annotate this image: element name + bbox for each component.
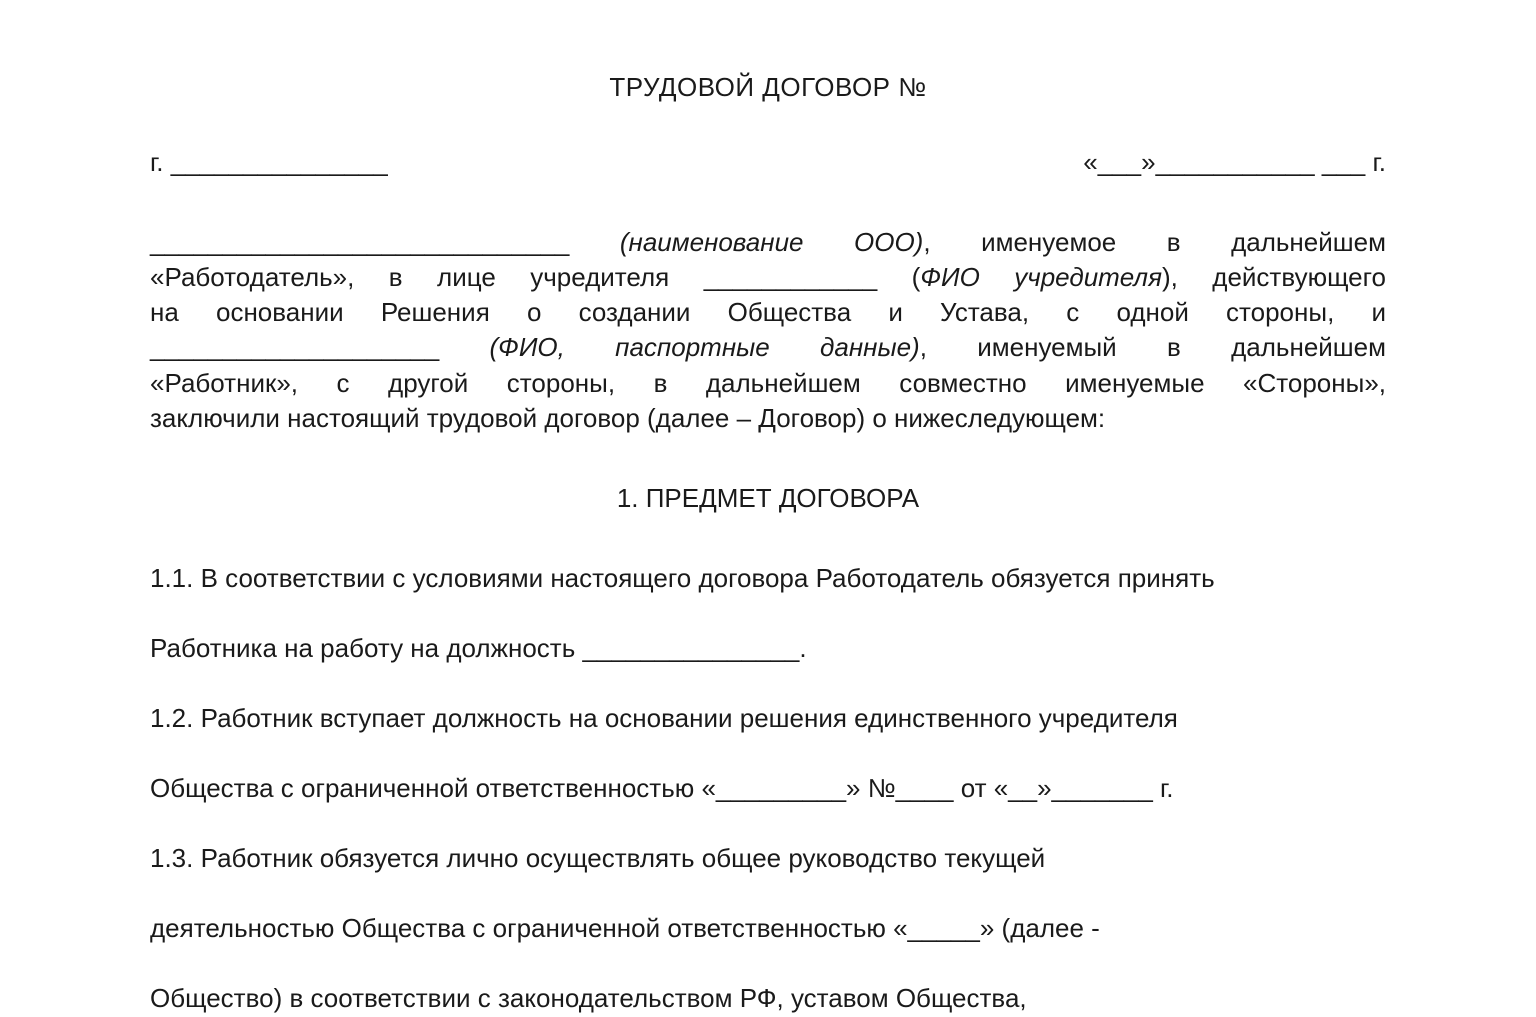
clause-1-3-c: Общество) в соответствии с законодательс…: [150, 981, 1386, 1016]
clause-1-1-b: Работника на работу на должность _______…: [150, 631, 1386, 666]
preamble-line3: на основании Решения о создании Общества…: [150, 295, 1386, 330]
clause-1-1-a: 1.1. В соответствии с условиями настояще…: [150, 561, 1386, 596]
document-title: ТРУДОВОЙ ДОГОВОР №: [150, 70, 1386, 105]
clause-1-2-a: 1.2. Работник вступает должность на осно…: [150, 701, 1386, 736]
date-row: г. _______________ «___»___________ ___ …: [150, 145, 1386, 180]
employee-blank: ____________________: [150, 332, 439, 362]
clause-1-2-b: Общества с ограниченной ответственностью…: [150, 771, 1386, 806]
clause-1-3-a: 1.3. Работник обязуется лично осуществля…: [150, 841, 1386, 876]
section-1-title: 1. ПРЕДМЕТ ДОГОВОРА: [150, 481, 1386, 516]
founder-hint: ФИО учредителя: [920, 262, 1162, 292]
preamble: _____________________________ (наименова…: [150, 225, 1386, 436]
company-hint: (наименование ООО): [620, 227, 923, 257]
city-field: г. _______________: [150, 145, 388, 180]
company-blank: _____________________________: [150, 227, 569, 257]
preamble-line5: «Работник», с другой стороны, в дальнейш…: [150, 366, 1386, 401]
preamble-line6: заключили настоящий трудовой договор (да…: [150, 401, 1386, 436]
preamble-line2a: «Работодатель», в лице учредителя ______…: [150, 262, 920, 292]
preamble-line1-tail: , именуемое в дальнейшем: [923, 227, 1386, 257]
preamble-line4-tail: , именуемый в дальнейшем: [920, 332, 1386, 362]
clause-1-3-b: деятельностью Общества с ограниченной от…: [150, 911, 1386, 946]
preamble-line2b: ), действующего: [1162, 262, 1386, 292]
employee-hint: (ФИО, паспортные данные): [490, 332, 920, 362]
date-field: «___»___________ ___ г.: [1083, 145, 1386, 180]
